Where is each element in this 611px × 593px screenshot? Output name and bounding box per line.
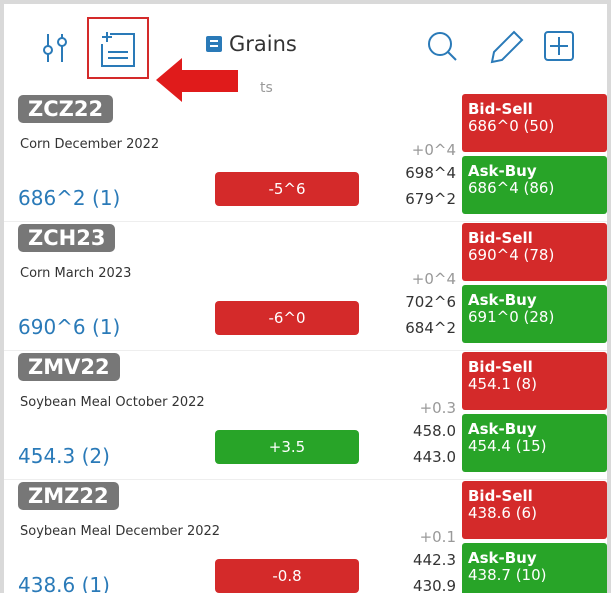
- add-icon[interactable]: [544, 31, 574, 61]
- ask-label: Ask-Buy: [468, 549, 537, 567]
- ask-buy-button[interactable]: Ask-Buy 454.4 (15): [462, 414, 607, 472]
- high-price: 458.0: [413, 422, 456, 440]
- bid-price: 438.6 (6): [468, 504, 537, 522]
- ask-buy-button[interactable]: Ask-Buy 691^0 (28): [462, 285, 607, 343]
- watchlist-row[interactable]: ZCZ22 Corn December 2022 686^2 (1) -5^6 +0^4…: [4, 92, 607, 222]
- change-badge: -5^6: [215, 172, 359, 206]
- symbol-badge: ZCH23: [18, 224, 116, 252]
- bid-label: Bid-Sell: [468, 487, 533, 505]
- ask-price: 686^4 (86): [468, 179, 555, 197]
- ask-buy-button[interactable]: Ask-Buy 438.7 (10): [462, 543, 607, 593]
- bid-price: 454.1 (8): [468, 375, 537, 393]
- ask-label: Ask-Buy: [468, 291, 537, 309]
- bid-sell-button[interactable]: Bid-Sell 690^4 (78): [462, 223, 607, 281]
- toolbar-icons: [43, 17, 574, 102]
- high-price: 698^4: [405, 164, 456, 182]
- low-price: 443.0: [413, 448, 456, 466]
- net-change: +0^4: [411, 270, 456, 288]
- change-badge: +3.5: [215, 430, 359, 464]
- low-price: 430.9: [413, 577, 456, 593]
- ask-label: Ask-Buy: [468, 420, 537, 438]
- bid-price: 690^4 (78): [468, 246, 555, 264]
- search-icon[interactable]: [428, 32, 457, 61]
- bid-label: Bid-Sell: [468, 358, 533, 376]
- change-badge: -6^0: [215, 301, 359, 335]
- low-price: 684^2: [405, 319, 456, 337]
- ask-label: Ask-Buy: [468, 162, 537, 180]
- net-change: +0.1: [419, 528, 456, 546]
- contract-description: Corn December 2022: [20, 137, 160, 152]
- change-badge: -0.8: [215, 559, 359, 593]
- contract-description: Soybean Meal October 2022: [20, 395, 205, 410]
- edit-icon[interactable]: [490, 30, 524, 64]
- list-icon: [206, 36, 222, 52]
- watchlist-title[interactable]: Grains: [229, 32, 297, 56]
- watchlist-row[interactable]: ZMV22 Soybean Meal October 2022 454.3 (2) +…: [4, 350, 607, 480]
- symbol-badge: ZMZ22: [18, 482, 119, 510]
- red-arrow: [156, 58, 238, 102]
- watchlist-subtitle: ts: [260, 80, 273, 96]
- highlight-box: [87, 17, 149, 79]
- net-change: +0.3: [419, 399, 456, 417]
- last-price: 690^6 (1): [18, 315, 121, 339]
- bid-sell-button[interactable]: Bid-Sell 686^0 (50): [462, 94, 607, 152]
- high-price: 442.3: [413, 551, 456, 569]
- app-screen: Grains ts ZCZ22 Corn December 2022 686^2 (…: [4, 4, 607, 593]
- last-price: 438.6 (1): [18, 573, 110, 593]
- contract-description: Corn March 2023: [20, 266, 132, 281]
- symbol-badge: ZMV22: [18, 353, 120, 381]
- last-price: 686^2 (1): [18, 186, 121, 210]
- add-list-icon[interactable]: [101, 32, 135, 67]
- ask-price: 438.7 (10): [468, 566, 547, 584]
- low-price: 679^2: [405, 190, 456, 208]
- last-price: 454.3 (2): [18, 444, 110, 468]
- ask-price: 691^0 (28): [468, 308, 555, 326]
- bid-sell-button[interactable]: Bid-Sell 438.6 (6): [462, 481, 607, 539]
- ask-buy-button[interactable]: Ask-Buy 686^4 (86): [462, 156, 607, 214]
- watchlist-row[interactable]: ZCH23 Corn March 2023 690^6 (1) -6^0 +0^4 702…: [4, 221, 607, 351]
- bid-price: 686^0 (50): [468, 117, 555, 135]
- filter-icon[interactable]: [43, 34, 67, 62]
- watchlist-row[interactable]: ZMZ22 Soybean Meal December 2022 438.6 (1)…: [4, 479, 607, 593]
- symbol-badge: ZCZ22: [18, 95, 114, 123]
- ask-price: 454.4 (15): [468, 437, 547, 455]
- high-price: 702^6: [405, 293, 456, 311]
- bid-label: Bid-Sell: [468, 100, 533, 118]
- net-change: +0^4: [411, 141, 456, 159]
- bid-sell-button[interactable]: Bid-Sell 454.1 (8): [462, 352, 607, 410]
- bid-label: Bid-Sell: [468, 229, 533, 247]
- contract-description: Soybean Meal December 2022: [20, 524, 221, 539]
